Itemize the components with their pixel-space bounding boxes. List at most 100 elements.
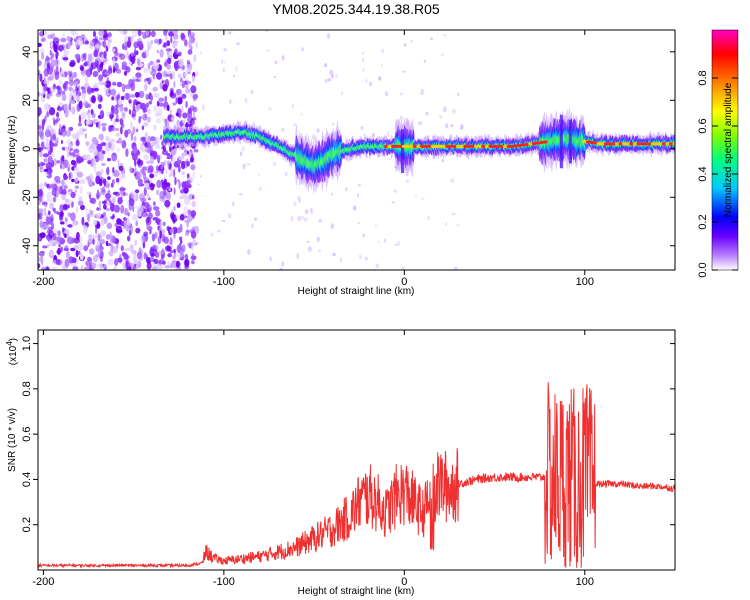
faint-blob bbox=[369, 81, 373, 87]
noise-blob bbox=[138, 171, 143, 179]
noise-blob bbox=[171, 155, 176, 164]
noise-blob bbox=[154, 38, 159, 44]
noise-blob bbox=[58, 102, 64, 106]
noise-blob bbox=[135, 128, 139, 133]
faint-blob bbox=[424, 59, 427, 63]
noise-blob bbox=[63, 185, 68, 190]
noise-blob bbox=[93, 87, 99, 92]
noise-blob bbox=[95, 254, 100, 258]
noise-blob bbox=[121, 83, 126, 93]
noise-blob bbox=[132, 145, 138, 155]
ridge-core-blob bbox=[408, 144, 415, 148]
noise-blob bbox=[69, 91, 72, 101]
noise-blob bbox=[46, 110, 49, 117]
noise-blob bbox=[124, 35, 129, 42]
noise-blob bbox=[143, 182, 150, 187]
snr-x-tick-label: 100 bbox=[576, 576, 594, 588]
noise-blob bbox=[69, 150, 72, 156]
noise-blob bbox=[193, 54, 197, 63]
noise-blob bbox=[131, 30, 138, 38]
ridge-core-blob bbox=[621, 142, 628, 146]
noise-blob bbox=[100, 111, 103, 119]
noise-blob bbox=[112, 236, 116, 244]
noise-blob bbox=[91, 112, 96, 119]
noise-blob bbox=[134, 239, 138, 247]
faint-blob bbox=[362, 67, 365, 72]
ridge-core-blob bbox=[463, 144, 469, 148]
noise-blob bbox=[59, 204, 64, 213]
spectrogram-y-tick-label: -20 bbox=[21, 189, 33, 205]
noise-blob bbox=[38, 208, 44, 213]
ridge-core-blob bbox=[455, 144, 462, 148]
noise-blob bbox=[179, 236, 183, 241]
noise-blob bbox=[161, 80, 165, 84]
faint-blob bbox=[372, 133, 375, 139]
noise-blob bbox=[182, 112, 188, 119]
noise-blob bbox=[97, 233, 100, 242]
noise-blob bbox=[125, 224, 129, 232]
faint-blob bbox=[323, 63, 328, 68]
noise-blob bbox=[63, 175, 69, 180]
faint-blob bbox=[377, 240, 380, 244]
noise-blob bbox=[180, 78, 183, 83]
noise-blob bbox=[43, 83, 48, 92]
noise-blob bbox=[66, 159, 68, 164]
noise-blob bbox=[44, 202, 48, 208]
ridge-core-blob bbox=[636, 142, 642, 146]
noise-blob bbox=[58, 44, 64, 52]
noise-blob bbox=[191, 200, 196, 208]
noise-blob bbox=[185, 68, 192, 73]
faint-blob bbox=[229, 99, 232, 104]
faint-blob bbox=[383, 238, 386, 243]
faint-blob bbox=[246, 163, 251, 166]
noise-blob bbox=[130, 249, 137, 255]
noise-blob bbox=[38, 125, 42, 130]
noise-blob bbox=[118, 30, 125, 34]
faint-blob bbox=[385, 91, 389, 97]
noise-blob bbox=[101, 163, 106, 166]
ridge-core-blob bbox=[647, 142, 653, 146]
noise-blob bbox=[77, 91, 82, 96]
noise-blob bbox=[137, 178, 143, 186]
noise-blob bbox=[195, 71, 199, 77]
noise-blob bbox=[125, 66, 131, 73]
noise-blob bbox=[164, 160, 168, 164]
noise-blob bbox=[148, 100, 153, 105]
noise-blob bbox=[138, 116, 142, 120]
noise-blob bbox=[190, 37, 195, 44]
ridge-core-blob bbox=[405, 144, 411, 148]
faint-blob bbox=[269, 256, 272, 262]
noise-blob bbox=[156, 72, 163, 80]
noise-blob bbox=[167, 160, 171, 164]
ridge-core-blob bbox=[495, 144, 501, 148]
noise-blob bbox=[91, 137, 98, 144]
noise-blob bbox=[110, 216, 115, 220]
snr-y-tick-label: 1.0 bbox=[21, 336, 33, 351]
noise-blob bbox=[112, 191, 119, 195]
faint-blob bbox=[210, 232, 214, 237]
ridge-core-blob bbox=[430, 144, 436, 148]
noise-blob bbox=[122, 43, 125, 50]
noise-blob bbox=[186, 150, 189, 155]
noise-blob bbox=[44, 103, 50, 111]
noise-blob bbox=[155, 209, 161, 217]
noise-blob bbox=[50, 59, 57, 67]
noise-blob bbox=[153, 258, 159, 265]
faint-blob bbox=[441, 53, 444, 57]
noise-blob bbox=[38, 251, 45, 257]
noise-blob bbox=[93, 147, 98, 157]
noise-blob bbox=[160, 134, 163, 140]
noise-blob bbox=[137, 30, 142, 37]
noise-blob bbox=[46, 199, 52, 203]
faint-blob bbox=[387, 131, 390, 138]
noise-blob bbox=[52, 207, 56, 213]
faint-blob bbox=[362, 233, 365, 238]
noise-blob bbox=[100, 218, 104, 227]
noise-blob bbox=[147, 63, 151, 67]
faint-blob bbox=[266, 49, 270, 52]
noise-blob bbox=[64, 258, 70, 268]
noise-blob bbox=[99, 187, 102, 191]
faint-blob bbox=[281, 261, 285, 267]
noise-blob bbox=[47, 226, 53, 231]
noise-blob bbox=[143, 67, 148, 74]
